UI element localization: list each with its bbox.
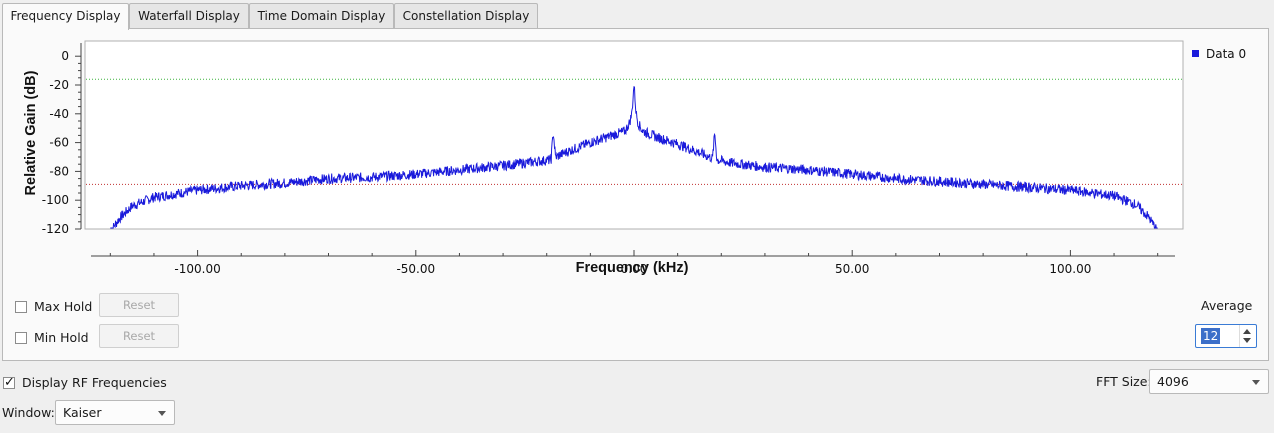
chevron-down-icon [1252, 380, 1260, 385]
max-hold-checkbox[interactable] [15, 300, 27, 313]
display-rf-label: Display RF Frequencies [22, 375, 167, 390]
min-hold-checkbox[interactable] [15, 331, 27, 344]
fft-size-label: FFT Size: [1096, 374, 1152, 389]
y-axis-label: Relative Gain (dB) [23, 70, 39, 195]
tab-waterfall-display[interactable]: Waterfall Display [129, 3, 249, 28]
x-axis: -100.00 -50.00 0.00 50.00 100.00 [91, 250, 1175, 276]
display-rf-row: Display RF Frequencies [3, 375, 167, 390]
plot-canvas[interactable] [84, 40, 1184, 230]
average-value[interactable]: 12 [1201, 328, 1221, 344]
window-dropdown[interactable]: Kaiser [55, 400, 175, 425]
x-tick-label: 100.00 [1049, 262, 1091, 276]
legend-swatch [1192, 50, 1199, 57]
y-tick-label: -40 [49, 107, 69, 121]
min-hold-row: Min Hold [15, 330, 89, 345]
y-axis: 0 -20 -40 -60 -80 -100 -120 [42, 43, 82, 236]
legend-label: Data 0 [1206, 47, 1246, 61]
y-tick-label: -120 [42, 222, 69, 236]
tab-time-domain-display[interactable]: Time Domain Display [249, 3, 394, 28]
x-tick-label: -100.00 [174, 262, 220, 276]
y-tick-label: -100 [42, 193, 69, 207]
max-hold-label: Max Hold [34, 299, 93, 314]
series-line-data-0 [110, 85, 1158, 229]
y-tick-label: -80 [49, 164, 69, 178]
fft-size-value: 4096 [1157, 374, 1189, 389]
x-tick-label: 0.00 [621, 262, 648, 276]
window-label: Window: [2, 405, 55, 420]
display-rf-checkbox[interactable] [3, 375, 15, 390]
chevron-down-icon [158, 411, 166, 416]
average-label: Average [1201, 298, 1253, 313]
min-hold-reset-button[interactable]: Reset [99, 324, 179, 348]
frequency-display-panel: 0 -20 -40 -60 -80 -100 -120 -100.00 -50.00 0.00 5… [2, 28, 1269, 361]
x-tick-label: -50.00 [396, 262, 435, 276]
fft-size-dropdown[interactable]: 4096 [1149, 369, 1269, 394]
tab-constellation-display[interactable]: Constellation Display [394, 3, 538, 28]
y-tick-label: -60 [49, 136, 69, 150]
y-tick-label: -20 [49, 78, 69, 92]
spin-arrows[interactable] [1239, 325, 1256, 347]
max-hold-reset-button[interactable]: Reset [99, 293, 179, 317]
max-hold-row: Max Hold [15, 299, 92, 314]
average-spinbox[interactable]: 12 [1195, 324, 1257, 348]
spin-up-icon[interactable] [1243, 329, 1251, 334]
x-axis-label: Frequency (kHz) [576, 260, 689, 276]
frequency-plot: 0 -20 -40 -60 -80 -100 -120 -100.00 -50.00 0.00 5… [23, 40, 1246, 276]
window-value: Kaiser [63, 405, 102, 420]
spin-down-icon[interactable] [1243, 338, 1251, 343]
x-tick-label: 50.00 [835, 262, 869, 276]
tab-frequency-display[interactable]: Frequency Display [2, 3, 129, 30]
min-hold-label: Min Hold [34, 330, 89, 345]
y-tick-label: 0 [61, 49, 69, 63]
